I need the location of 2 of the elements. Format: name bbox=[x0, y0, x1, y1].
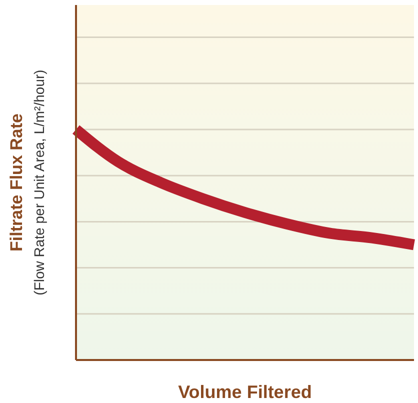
y-axis-title: Filtrate Flux Rate (Flow Rate per Unit Area, L/m²/hour) bbox=[7, 70, 47, 296]
x-axis-title: Volume Filtered bbox=[178, 382, 312, 402]
